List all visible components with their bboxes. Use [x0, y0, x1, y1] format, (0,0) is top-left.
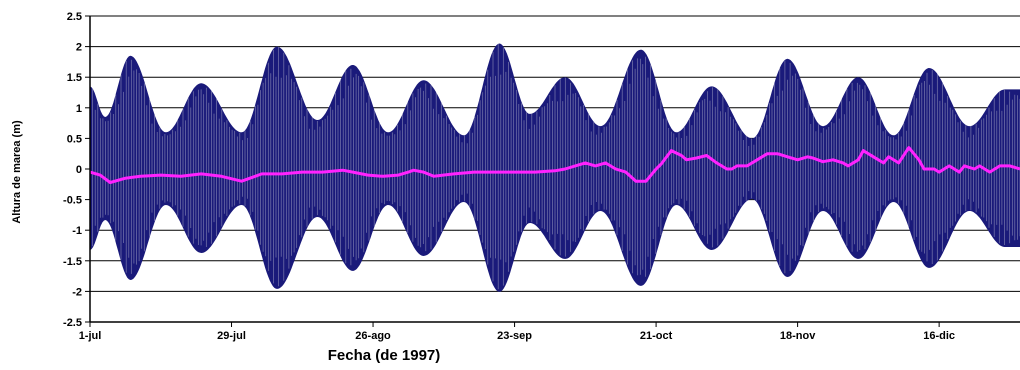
- y-tick-label: 2: [76, 42, 82, 54]
- y-tick-label: -2.5: [63, 317, 82, 329]
- x-tick-label: 16-dic: [923, 330, 955, 342]
- y-tick-label: 2.5: [67, 11, 82, 23]
- x-tick-label: 26-ago: [355, 330, 391, 342]
- x-tick-label: 23-sep: [497, 330, 532, 342]
- axes-layer: [85, 15, 1020, 327]
- y-tick-label: 0: [76, 164, 82, 176]
- envelope-layer: [89, 43, 1020, 292]
- x-axis-title: Fecha (de 1997): [328, 347, 441, 364]
- x-tick-label: 21-oct: [640, 330, 673, 342]
- x-tick-label: 29-jul: [217, 330, 246, 342]
- tide-oscillation: [89, 43, 1020, 290]
- x-tick-labels: 1-jul 29-jul 26-ago 23-sep 21-oct 18-nov 16-di…: [79, 330, 955, 342]
- line-layer: [89, 146, 1020, 184]
- x-tick-label: 1-jul: [79, 330, 102, 342]
- y-tick-label: -1: [72, 225, 82, 237]
- y-tick-label: -0.5: [63, 195, 82, 207]
- y-tick-label: -2: [72, 286, 82, 298]
- x-tick-label: 18-nov: [780, 330, 816, 342]
- mean-level-line: [89, 146, 1020, 184]
- y-tick-label: 1: [76, 103, 82, 115]
- y-tick-label: 0.5: [67, 133, 82, 145]
- y-tick-label: 1.5: [67, 72, 82, 84]
- y-tick-labels: 2.5 2 1.5 1 0.5 0 -0.5 -1 -1.5 -2 -2.5: [63, 11, 82, 329]
- y-axis-title: Altura de marea (m): [11, 120, 23, 224]
- y-tick-label: -1.5: [63, 256, 82, 268]
